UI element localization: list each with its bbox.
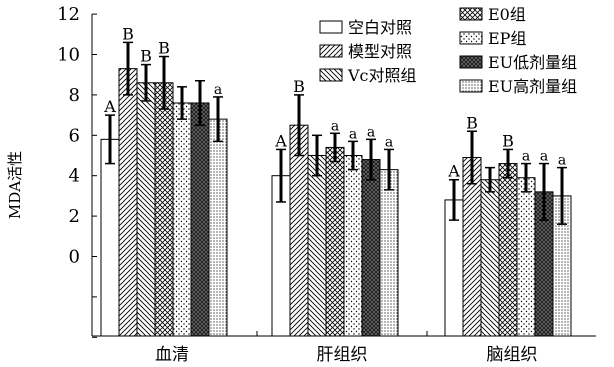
legend-item: EP组	[459, 29, 526, 48]
legend-label: EP组	[488, 29, 526, 48]
legend-swatch	[459, 55, 483, 69]
bar	[480, 179, 500, 337]
significance-label: a	[522, 149, 530, 165]
legend-label: 模型对照	[348, 42, 412, 61]
legend-swatch	[459, 7, 483, 21]
bar	[136, 82, 156, 337]
legend-item: 模型对照	[319, 42, 412, 61]
y-tick-label: 4	[69, 166, 80, 187]
bar	[289, 124, 309, 337]
bar	[190, 102, 210, 337]
significance-label: B	[122, 24, 134, 43]
significance-label: A	[274, 131, 287, 150]
x-tick-label: 肝组织	[317, 345, 368, 365]
x-tick-label: 血清	[155, 345, 189, 365]
bar	[325, 146, 345, 337]
significance-label: a	[540, 149, 548, 165]
y-ticks: 0 2 4 6 8 10 12	[57, 4, 97, 338]
legend-label: Vc对照组	[347, 66, 417, 85]
y-axis-label: MDA活性	[6, 151, 24, 219]
bar	[343, 155, 363, 337]
bar	[172, 102, 192, 337]
significance-label: a	[558, 153, 566, 169]
legend-item: E0组	[459, 5, 526, 24]
significance-label: a	[331, 118, 339, 134]
legend-label: E0组	[488, 5, 526, 24]
bar-group: ABB Ba	[100, 24, 228, 337]
x-tick-label: 脑组织	[487, 345, 538, 365]
significance-label: B	[466, 113, 478, 132]
y-tick-label: 8	[69, 85, 80, 106]
bar	[516, 177, 536, 337]
bar	[361, 159, 381, 337]
significance-label: B	[502, 131, 514, 150]
significance-label: B	[158, 39, 170, 58]
significance-label: a	[385, 134, 393, 150]
significance-label: a	[367, 124, 375, 140]
legend-item: EU高剂量组	[459, 77, 577, 96]
bar	[100, 138, 120, 337]
bar	[307, 155, 327, 337]
legend-label: 空白对照	[348, 18, 412, 37]
legend-swatch	[319, 20, 343, 34]
bar	[379, 169, 399, 337]
y-tick-label: 2	[69, 206, 80, 227]
x-tick-labels: 血清 肝组织 脑组织	[155, 331, 538, 365]
legend-swatch	[319, 44, 343, 58]
significance-label: a	[214, 82, 222, 98]
bar	[154, 82, 174, 337]
y-tick-label: 12	[57, 4, 80, 25]
y-tick-label: 0	[69, 247, 80, 268]
legend-swatch	[319, 68, 343, 82]
bar	[118, 68, 138, 337]
significance-label: A	[447, 162, 460, 181]
bar	[208, 118, 228, 337]
y-tick-label: 6	[69, 125, 80, 146]
legend-label: EU低剂量组	[488, 53, 577, 72]
legend-swatch	[459, 79, 483, 93]
significance-label: B	[140, 47, 152, 66]
legend-swatch	[459, 31, 483, 45]
significance-label: a	[349, 126, 357, 142]
legend-item: Vc对照组	[319, 66, 417, 85]
legend-label: EU高剂量组	[488, 77, 577, 96]
legend-item: EU低剂量组	[459, 53, 577, 72]
y-tick-label: 10	[57, 45, 80, 66]
significance-label: A	[103, 97, 116, 116]
significance-label: B	[293, 77, 305, 96]
bar	[498, 163, 518, 337]
legend-item: 空白对照	[319, 18, 412, 37]
